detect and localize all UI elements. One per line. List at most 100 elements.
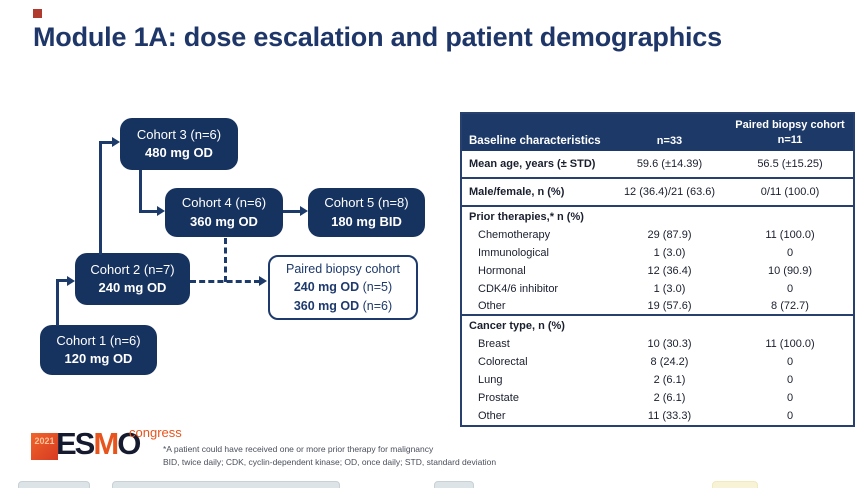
row-label: Prostate xyxy=(478,392,519,404)
cohort-1-dose: 120 mg OD xyxy=(64,351,133,366)
row-value-n33: 1 (3.0) xyxy=(653,247,686,259)
footnotes: *A patient could have received one or mo… xyxy=(163,443,496,469)
row-value-paired-biopsy: 0/11 (100.0) xyxy=(760,186,820,198)
arrow-line xyxy=(283,210,301,213)
esmo-wordmark: ESMO xyxy=(56,426,141,461)
arrowhead-icon xyxy=(300,206,308,216)
row-label: Male/female, n (%) xyxy=(469,186,565,198)
table-row: Other 11 (33.3) 0 xyxy=(462,407,853,425)
row-value-n33: 59.6 (±14.39) xyxy=(636,158,703,170)
cohort-5-box: Cohort 5 (n=8) 180 mg BID xyxy=(308,188,425,237)
header-baseline-characteristics: Baseline characteristics xyxy=(469,135,601,147)
cohort-4-box: Cohort 4 (n=6) 360 mg OD xyxy=(165,188,283,237)
paired-biopsy-dose-1: 240 mg OD (n=5) xyxy=(293,280,393,295)
paired-biopsy-dose-2: 360 mg OD (n=6) xyxy=(293,298,393,313)
footnote-line-1: *A patient could have received one or mo… xyxy=(163,444,434,454)
row-label: Colorectal xyxy=(478,356,528,368)
table-section-row: Cancer type, n (%) xyxy=(462,316,853,335)
cohort-4-label: Cohort 4 (n=6) xyxy=(181,195,267,211)
arrow-line xyxy=(139,170,142,213)
cohort-3-label: Cohort 3 (n=6) xyxy=(136,126,222,142)
row-value-paired-biopsy: 0 xyxy=(786,247,794,259)
table-row: Lung 2 (6.1) 0 xyxy=(462,371,853,389)
table-row: Chemotherapy 29 (87.9) 11 (100.0) xyxy=(462,226,853,244)
cohort-5-dose: 180 mg BID xyxy=(331,213,402,229)
arrowhead-icon xyxy=(157,206,165,216)
arrow-line xyxy=(56,279,68,282)
row-value-paired-biopsy: 10 (90.9) xyxy=(767,265,813,277)
row-value-paired-biopsy: 0 xyxy=(786,283,794,295)
bottom-cutoff-element xyxy=(18,481,90,488)
red-marker-square xyxy=(33,9,42,18)
table-row: Mean age, years (± STD) 59.6 (±14.39) 56.5… xyxy=(462,151,853,179)
row-label: Lung xyxy=(478,374,503,386)
row-label: Other xyxy=(478,300,506,312)
row-label: Chemotherapy xyxy=(478,229,551,241)
baseline-characteristics-table: Baseline characteristics n=33 Paired bio… xyxy=(460,112,855,427)
row-label: Breast xyxy=(478,338,510,350)
row-value-paired-biopsy: 11 (100.0) xyxy=(765,338,815,350)
row-label: Other xyxy=(478,410,506,422)
row-label: CDK4/6 inhibitor xyxy=(478,283,559,295)
paired-biopsy-title: Paired biopsy cohort xyxy=(286,262,400,277)
cohort-2-dose: 240 mg OD xyxy=(98,280,167,295)
bottom-cutoff-element xyxy=(712,481,758,488)
row-value-paired-biopsy: 0 xyxy=(786,410,794,422)
row-value-n33: 2 (6.1) xyxy=(653,392,686,404)
row-label: Hormonal xyxy=(478,265,526,277)
row-label: Mean age, years (± STD) xyxy=(469,158,596,170)
arrow-line xyxy=(139,210,158,213)
row-label: Cancer type, n (%) xyxy=(469,319,565,332)
table-section-row: Prior therapies,* n (%) xyxy=(462,207,853,226)
cohort-1-label: Cohort 1 (n=6) xyxy=(56,332,141,348)
arrow-line xyxy=(99,141,102,255)
row-value-paired-biopsy: 56.5 (±15.25) xyxy=(757,158,823,170)
row-value-n33: 12 (36.4)/21 (63.6) xyxy=(623,186,716,198)
table-row: Immunological 1 (3.0) 0 xyxy=(462,244,853,262)
arrow-line xyxy=(56,279,59,326)
row-value-paired-biopsy: 0 xyxy=(786,374,794,386)
row-value-n33: 29 (87.9) xyxy=(647,229,692,241)
dashed-arrow-line xyxy=(224,238,227,282)
arrowhead-icon xyxy=(259,276,267,286)
row-label: Immunological xyxy=(478,247,549,259)
row-value-n33: 10 (30.3) xyxy=(647,338,692,350)
cohort-3-dose: 480 mg OD xyxy=(145,145,213,160)
cohort-3-box: Cohort 3 (n=6) 480 mg OD xyxy=(120,118,238,170)
dashed-arrow-line xyxy=(190,280,260,283)
slide-title: Module 1A: dose escalation and patient d… xyxy=(33,22,722,52)
table-row: Hormonal 12 (36.4) 10 (90.9) xyxy=(462,262,853,280)
cohort-5-label: Cohort 5 (n=8) xyxy=(324,195,409,211)
table-body: Mean age, years (± STD) 59.6 (±14.39) 56.5… xyxy=(462,151,853,425)
table-row: Breast 10 (30.3) 11 (100.0) xyxy=(462,335,853,353)
table-row: Colorectal 8 (24.2) 0 xyxy=(462,353,853,371)
congress-label: congress xyxy=(129,425,182,440)
footnote-line-2: BID, twice daily; CDK, cyclin-dependent … xyxy=(163,457,497,468)
row-value-n33: 19 (57.6) xyxy=(647,300,692,312)
cohort-4-dose: 360 mg OD xyxy=(190,213,258,229)
row-value-n33: 2 (6.1) xyxy=(653,374,686,386)
header-n33: n=33 xyxy=(656,135,683,147)
logo-year-badge: 2021 xyxy=(31,433,58,460)
table-header: Baseline characteristics n=33 Paired bio… xyxy=(462,114,853,151)
paired-biopsy-cohort-box: Paired biopsy cohort 240 mg OD (n=5) 360… xyxy=(268,255,418,320)
table-row: Male/female, n (%) 12 (36.4)/21 (63.6) 0/1… xyxy=(462,179,853,207)
row-value-paired-biopsy: 8 (72.7) xyxy=(771,300,809,312)
cohort-1-box: Cohort 1 (n=6) 120 mg OD xyxy=(40,325,157,375)
header-paired-biopsy-cohort: Paired biopsy cohort n=11 xyxy=(735,119,845,146)
cohort-2-label: Cohort 2 (n=7) xyxy=(90,261,175,277)
arrowhead-icon xyxy=(67,276,75,286)
row-value-n33: 12 (36.4) xyxy=(647,265,692,277)
table-row: Prostate 2 (6.1) 0 xyxy=(462,389,853,407)
table-row: Other 19 (57.6) 8 (72.7) xyxy=(462,298,853,316)
arrow-line xyxy=(99,141,113,144)
arrowhead-icon xyxy=(112,137,120,147)
row-value-paired-biopsy: 0 xyxy=(786,392,794,404)
bottom-cutoff-element xyxy=(112,481,340,488)
row-value-n33: 11 (33.3) xyxy=(647,410,692,422)
cohort-2-box: Cohort 2 (n=7) 240 mg OD xyxy=(75,253,190,305)
esmo-congress-logo: 2021 ESMO congress xyxy=(30,424,182,466)
row-value-paired-biopsy: 11 (100.0) xyxy=(765,229,815,241)
row-value-n33: 8 (24.2) xyxy=(650,356,689,368)
table-row: CDK4/6 inhibitor 1 (3.0) 0 xyxy=(462,280,853,298)
